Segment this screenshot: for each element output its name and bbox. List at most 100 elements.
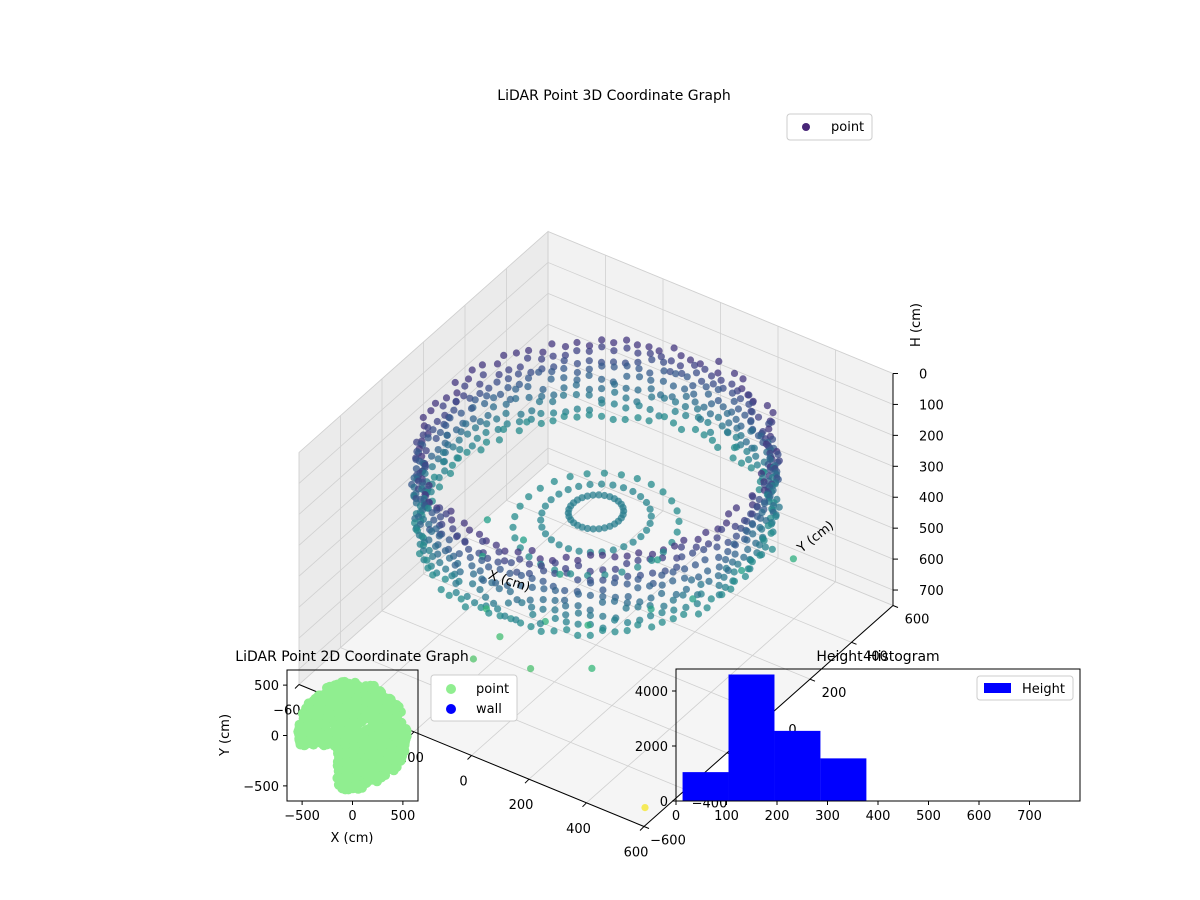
scatter-point-3d [658,618,666,626]
scatter-point-3d [647,512,655,520]
scatter-point-3d [453,533,461,541]
scatter-point-3d [673,507,681,515]
scatter-point-3d [622,394,630,402]
chart-2d-title: LiDAR Point 2D Coordinate Graph [235,649,468,665]
scatter-point-3d [611,616,619,624]
scatter-point-3d [774,450,782,458]
scatter-point-3d [441,467,449,475]
scatter-point-3d [645,417,653,425]
scatter-point-3d [671,542,679,550]
scatter-point-3d [610,400,618,408]
scatter-point-3d [433,417,441,426]
scatter-point-3d [740,553,748,561]
scatter-point-3d [743,527,751,536]
scatter-point-3d [598,399,606,407]
scatter-point-3d [469,580,477,588]
scatter-point-3d [595,491,603,499]
scatter-point-3d [715,357,723,365]
scatter-point-3d [646,405,654,414]
scatter-point-3d [448,516,456,524]
scatter-point-3d [730,568,738,576]
scatter-point-3d [449,525,457,533]
scatter-point-3d [516,363,524,371]
scatter-point-3d [561,596,569,604]
scatter-point-3d [469,415,477,423]
scatter-point-3d [536,555,544,563]
scatter-point-3d [634,349,642,357]
scatter-point-3d [704,418,712,427]
histogram-bar [682,772,729,801]
scatter-point-3d [429,552,437,561]
scatter-point-3d [525,346,533,355]
scatter-point-3d [436,559,444,567]
scatter-point-3d [683,373,691,381]
scatter-point-3d [555,541,563,549]
scatter-point-3d [432,434,440,443]
scatter-point-3d [457,595,465,603]
scatter-point-3d [741,411,749,419]
scatter-point-3d [527,368,535,376]
scatter-point-3d [566,473,574,481]
x-tick-label-2d: 0 [348,809,356,824]
scatter-point-3d [462,420,470,428]
scatter-point-3d [514,548,522,556]
scatter-point-3d [718,525,726,534]
scatter-point-3d [760,536,768,545]
scatter-point-3d [563,626,571,634]
scatter-point-3d [659,548,667,556]
scatter-point-3d [622,384,630,392]
scatter-point-3d [471,599,479,607]
x-tick-label-hist: 200 [765,809,790,824]
scatter-point-3d [681,403,690,411]
scatter-point-3d [465,526,474,534]
scatter-point-3d [677,352,685,360]
scatter-point-3d [461,382,469,390]
scatter-point-3d [425,546,433,555]
scatter-point-3d [646,582,654,590]
scatter-point-3d [670,344,678,352]
scatter-point-3d [682,412,690,420]
scatter-point-3d [680,536,688,544]
scatter-point-3d [416,550,424,558]
scatter-point-2d [340,717,351,728]
scatter-point-3d [482,428,490,437]
scatter-point-3d [524,383,532,391]
scatter-point-3d [492,541,500,549]
chart-3d: LiDAR Point 3D Coordinate Graph −600−400… [273,88,944,861]
scatter-point-3d [738,566,746,575]
scatter-point-3d [560,357,568,365]
scatter-point-3d [573,347,581,355]
scatter-point-3d [495,548,503,556]
scatter-point-3d [551,559,559,567]
scatter-point-3d [586,631,594,640]
scatter-point-3d [713,534,721,542]
scatter-point-3d [428,527,436,536]
scatter-point-2d [353,680,364,691]
scatter-point-3d [728,380,736,388]
chart-histogram: Height Histogram 0 100 200 300 400 500 600 700 0… [635,649,1081,824]
gridline-z-back [547,231,894,374]
scatter-point-3d [482,593,490,601]
scatter-point-3d [637,493,645,501]
scatter-point-2d [320,720,331,731]
scatter-point-3d [587,551,595,559]
scatter-point-3d [574,609,583,617]
scatter-point-2d [384,693,395,704]
scatter-point-3d [689,595,697,603]
scatter-point-3d [515,427,523,435]
scatter-point-3d [647,385,655,393]
scatter-point-3d [517,410,525,418]
scatter-point-3d [725,419,733,427]
scatter-point-3d [598,598,607,606]
scatter-point-3d [528,574,536,583]
scatter-point-3d [517,582,525,590]
scatter-point-3d [585,365,593,373]
scatter-point-3d [647,605,655,613]
scatter-point-3d [495,371,503,379]
scatter-point-3d [443,431,451,439]
scatter-point-3d [599,576,607,584]
scatter-point-3d [682,392,690,400]
scatter-point-3d [623,552,631,560]
scatter-point-3d [516,502,524,510]
scatter-point-3d [477,446,485,454]
